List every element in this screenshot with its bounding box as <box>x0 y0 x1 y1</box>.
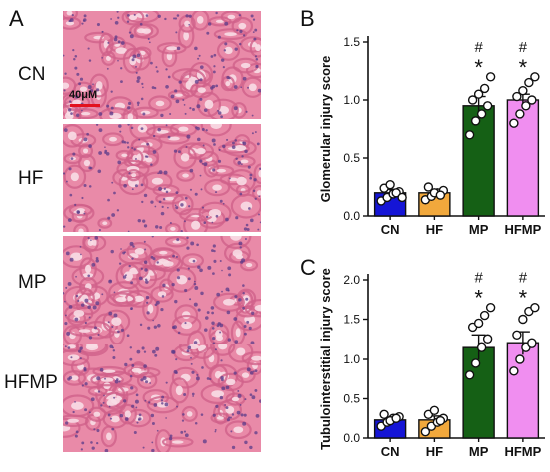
tubulointerstitial-data-point <box>482 334 493 344</box>
tissue-texture <box>63 344 261 452</box>
glomerular-significance-asterisk: * <box>474 55 483 80</box>
tubulointerstitial-category-label: CN <box>381 444 400 459</box>
tubulointerstitial-data-point <box>470 358 481 368</box>
micrograph-hf <box>63 124 261 232</box>
glomerular-data-point <box>515 109 525 119</box>
tubulointerstitial-y-tick-label: 1.5 <box>343 313 360 327</box>
tubulointerstitial-data-point <box>509 366 519 376</box>
panel-b-letter: B <box>300 6 315 31</box>
tubulointerstitial-data-point <box>429 405 440 416</box>
micrograph-cn <box>63 11 261 119</box>
tissue-texture <box>63 236 261 344</box>
tubulointerstitial-data-point <box>515 354 525 364</box>
glomerular-data-point <box>527 95 537 105</box>
panel-c-letter: C <box>300 255 316 280</box>
scale-bar-label: 40μM <box>69 89 98 101</box>
glomerular-data-point <box>476 109 487 119</box>
glomerular-y-tick-label: 1.5 <box>343 35 360 49</box>
glomerular-data-point <box>470 116 481 126</box>
glomerular-category-label: HF <box>426 222 443 237</box>
glomerular-category-label: MP <box>469 222 489 237</box>
glomerular-data-point <box>521 101 531 111</box>
glomerular-category-label: CN <box>381 222 400 237</box>
glomerular-y-tick-label: 1.0 <box>343 93 360 107</box>
glomerular-data-point <box>479 83 490 94</box>
tubulointerstitial-data-point <box>435 415 446 426</box>
tubulointerstitial-significance-asterisk: * <box>474 286 483 311</box>
glomerular-significance-hash: # <box>474 39 483 56</box>
tubulointerstitial-category-label: HF <box>426 444 443 459</box>
scale-bar <box>70 104 100 107</box>
tubulointerstitial-data-point <box>379 409 389 420</box>
tubulointerstitial-significance-hash: # <box>474 270 483 287</box>
tubulointerstitial-data-point <box>530 302 540 313</box>
tubulointerstitial-significance-hash: # <box>519 270 528 287</box>
tubulointerstitial-y-tick-label: 2.0 <box>343 273 360 287</box>
glomerular-y-axis-label: Glomerular injury score <box>318 56 333 203</box>
tubulointerstitial-y-tick-label: 0.0 <box>343 431 360 445</box>
glomerular-significance-hash: # <box>519 39 528 56</box>
tubulointerstitial-y-tick-label: 0.5 <box>343 392 360 406</box>
tubulointerstitial-y-tick-label: 1.0 <box>343 352 360 366</box>
micrograph-hfmp <box>63 344 261 452</box>
row-label-hf: HF <box>18 168 44 189</box>
tubulointerstitial-data-point <box>518 314 528 325</box>
glomerular-data-point <box>518 86 528 96</box>
glomerular-data-point <box>482 101 493 111</box>
glomerular-data-point <box>485 72 496 82</box>
tubulointerstitial-data-point <box>485 302 496 313</box>
row-label-cn: CN <box>18 64 46 85</box>
tubulointerstitial-data-point <box>527 338 537 348</box>
tubulointerstitial-y-axis-label: Tubulointerstitial injury score <box>318 268 333 450</box>
glomerular-data-point <box>464 130 475 140</box>
tubulointerstitial-data-point <box>473 318 484 329</box>
tubulointerstitial-significance-asterisk: * <box>519 286 528 311</box>
tubulointerstitial-data-point <box>476 342 487 352</box>
row-label-hfmp: HFMP <box>4 372 58 393</box>
glomerular-data-point <box>509 118 519 128</box>
glomerular-data-point <box>397 192 407 203</box>
row-label-mp: MP <box>18 272 47 293</box>
tissue-texture <box>63 124 261 232</box>
glomerular-data-point <box>435 190 446 200</box>
panel-a-letter: A <box>9 6 24 31</box>
tubulointerstitial-category-label: HFMP <box>504 444 541 459</box>
glomerular-data-point <box>423 182 434 192</box>
glomerular-data-point <box>385 179 395 190</box>
tubulointerstitial-data-point <box>391 413 401 423</box>
glomerular-significance-asterisk: * <box>519 55 528 80</box>
tubulointerstitial-data-point <box>464 370 475 380</box>
tissue-texture <box>63 11 261 119</box>
tubulointerstitial-data-point <box>512 330 522 341</box>
tubulointerstitial-data-point <box>420 426 431 437</box>
micrograph-mp <box>63 236 261 344</box>
tubulointerstitial-injury-chart: 0.0 0.5 1.0 1.5 2.0 Tubulointerstitial injury… <box>318 268 545 459</box>
tubulointerstitial-category-label: MP <box>469 444 489 459</box>
glomerular-data-point <box>530 72 540 82</box>
tubulointerstitial-data-point <box>479 310 490 321</box>
glomerular-y-tick-label: 0.5 <box>343 151 360 165</box>
glomerular-category-label: HFMP <box>504 222 541 237</box>
glomerular-data-point <box>391 188 401 198</box>
glomerular-data-point <box>524 77 534 88</box>
glomerular-y-tick-label: 0.0 <box>343 209 360 223</box>
glomerular-data-point <box>512 91 522 102</box>
glomerular-data-point <box>473 89 484 99</box>
glomerular-data-point <box>467 95 478 105</box>
